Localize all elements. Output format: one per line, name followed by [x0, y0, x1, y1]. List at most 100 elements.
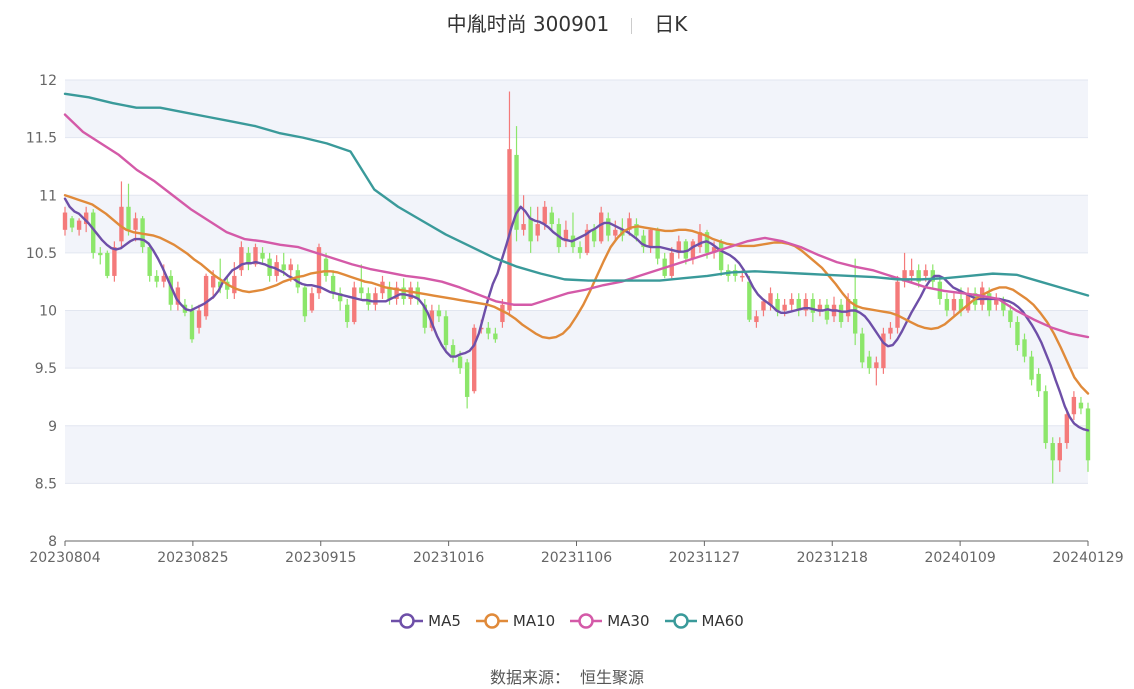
- candle-body: [147, 247, 152, 276]
- candle-body: [965, 293, 971, 311]
- candle-body: [316, 247, 322, 294]
- candle-body: [98, 252, 103, 256]
- candle-body: [196, 310, 202, 328]
- candle-body: [330, 275, 336, 294]
- candle-body: [1085, 408, 1091, 461]
- candle-body: [91, 212, 96, 253]
- x-tick-label: 20230804: [29, 550, 100, 566]
- candle-body: [648, 229, 653, 248]
- y-tick-label: 10: [39, 304, 57, 320]
- candle-body: [345, 304, 350, 323]
- candle-body: [514, 154, 519, 230]
- candle-body: [852, 298, 858, 334]
- candle-body: [1001, 298, 1006, 311]
- candle-body: [690, 241, 696, 259]
- candle-body: [549, 212, 554, 225]
- chart-title-period: 日K: [654, 12, 688, 36]
- y-tick-label: 9.5: [35, 361, 57, 377]
- candle-body: [577, 247, 583, 253]
- candle-body: [789, 298, 794, 305]
- candle-body: [817, 304, 823, 311]
- candle-body: [119, 206, 124, 242]
- candle-body: [902, 270, 907, 282]
- candle-body: [1029, 356, 1034, 380]
- candle-body: [584, 229, 590, 253]
- candle-body: [210, 275, 216, 288]
- legend-item-ma5[interactable]: MA5: [390, 612, 461, 630]
- candle-body: [105, 252, 110, 276]
- candle-body: [76, 220, 82, 230]
- candle-body: [352, 287, 357, 323]
- candle-body: [1057, 443, 1062, 461]
- legend-label: MA10: [512, 612, 556, 630]
- candle-body: [457, 356, 463, 369]
- legend-label: MA5: [428, 612, 461, 630]
- chart-title: 中胤时尚 300901 日K: [0, 8, 1134, 37]
- candle-body: [634, 224, 639, 236]
- grid-band: [65, 80, 1088, 138]
- candle-body: [838, 304, 844, 323]
- candle-body: [83, 212, 89, 225]
- candle-body: [500, 304, 505, 323]
- legend-marker-icon: [664, 613, 697, 629]
- candle-body: [394, 287, 399, 299]
- x-tick-label: 20231106: [541, 550, 612, 566]
- legend-marker-icon: [391, 613, 424, 629]
- candle-body: [154, 275, 159, 282]
- candle-body: [161, 275, 166, 282]
- candle-body: [1078, 402, 1084, 409]
- series-line-ma60: [63, 92, 1090, 297]
- candle-body: [775, 298, 780, 311]
- candle-body: [359, 287, 364, 294]
- candle-body: [641, 235, 646, 248]
- candle-body: [1071, 396, 1077, 415]
- x-tick-label: 20231218: [797, 550, 868, 566]
- candle-body: [740, 275, 745, 278]
- candle-body: [718, 241, 724, 271]
- data-source: 数据来源： 恒生聚源: [0, 664, 1134, 688]
- candle-body: [881, 333, 886, 369]
- candle-body: [782, 304, 787, 311]
- candle-body: [754, 316, 759, 323]
- x-tick-label: 20231127: [669, 550, 740, 566]
- candle-body: [599, 212, 604, 242]
- candle-body: [260, 252, 265, 259]
- x-tick-label: 20230825: [157, 550, 228, 566]
- candle-body: [218, 281, 223, 288]
- y-tick-label: 10.5: [26, 246, 57, 262]
- series-line-ma10: [63, 194, 1090, 395]
- candle-body: [676, 241, 681, 253]
- candle-body: [1022, 339, 1027, 357]
- candle-body: [366, 293, 371, 305]
- candle-body: [867, 356, 872, 369]
- candle-body: [697, 232, 703, 248]
- candle-body: [542, 206, 547, 225]
- candle-body: [175, 287, 181, 305]
- candle-body: [239, 247, 244, 271]
- y-tick-label: 11.5: [26, 131, 57, 147]
- grid-band: [65, 425, 1088, 484]
- legend-item-ma10[interactable]: MA10: [475, 612, 555, 630]
- candle-body: [909, 270, 914, 276]
- candle-body: [62, 212, 68, 230]
- candle-body: [443, 316, 449, 346]
- data-source-label: 数据来源：: [489, 668, 570, 687]
- candle-body: [225, 281, 230, 290]
- legend-item-ma60[interactable]: MA60: [664, 612, 744, 630]
- grid-band: [65, 310, 1088, 369]
- candle-body: [246, 252, 251, 265]
- candle-body: [711, 247, 717, 253]
- title-separator: [631, 17, 633, 34]
- legend-label: MA30: [607, 612, 650, 630]
- candle-body: [987, 293, 992, 311]
- candle-body: [768, 293, 773, 305]
- x-tick-label: 20230915: [285, 550, 356, 566]
- candle-body: [168, 275, 174, 305]
- candle-body: [493, 333, 498, 340]
- candle-body: [429, 310, 435, 328]
- x-tick-label: 20240109: [924, 550, 995, 566]
- candle-body: [126, 206, 131, 230]
- candle-body: [528, 218, 533, 242]
- candle-body: [535, 224, 540, 236]
- legend-item-ma30[interactable]: MA30: [569, 612, 650, 630]
